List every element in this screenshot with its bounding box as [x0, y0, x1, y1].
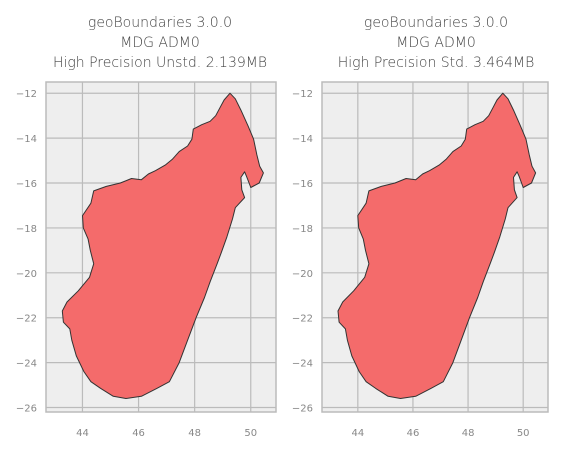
x-tick-label: 44 [351, 428, 364, 439]
y-axis-ticks: −12 −14 −16 −18 −20 −22 −24 −26 [292, 89, 313, 414]
y-tick-label: −22 [292, 314, 313, 325]
y-tick-label: −16 [292, 179, 313, 190]
madagascar-boundary-shape [61, 92, 264, 399]
x-tick-label: 50 [517, 428, 530, 439]
y-tick-label: −12 [292, 89, 313, 100]
x-tick-label: 48 [188, 428, 201, 439]
panel-title-line-2: MDG ADM0 [120, 35, 200, 51]
panel-title-line-1: geoBoundaries 3.0.0 [88, 15, 232, 31]
panel-right: geoBoundaries 3.0.0 MDG ADM0 High Precis… [292, 15, 549, 439]
panel-title-line-2: MDG ADM0 [396, 35, 476, 51]
x-tick-label: 48 [462, 428, 475, 439]
x-axis-ticks: 44 46 48 50 [351, 428, 529, 439]
y-tick-label: −14 [292, 134, 313, 145]
y-tick-label: −26 [292, 404, 313, 415]
x-tick-label: 50 [244, 428, 257, 439]
y-tick-label: −22 [16, 314, 37, 325]
madagascar-boundary-shape [337, 92, 537, 399]
x-tick-label: 46 [132, 428, 145, 439]
y-tick-label: −18 [16, 224, 37, 235]
y-tick-label: −26 [16, 404, 37, 415]
y-axis-ticks: −12 −14 −16 −18 −20 −22 −24 −26 [16, 89, 37, 414]
x-axis-ticks: 44 46 48 50 [76, 428, 257, 439]
y-tick-label: −12 [16, 89, 37, 100]
panel-left: geoBoundaries 3.0.0 MDG ADM0 High Precis… [16, 15, 277, 439]
y-tick-label: −20 [16, 269, 37, 280]
y-tick-label: −14 [16, 134, 37, 145]
x-tick-label: 44 [76, 428, 89, 439]
x-tick-label: 46 [407, 428, 420, 439]
y-tick-label: −18 [292, 224, 313, 235]
y-tick-label: −24 [16, 359, 37, 370]
panel-title-line-3: High Precision Std. 3.464MB [338, 55, 535, 71]
plot-border [45, 81, 277, 413]
panel-title-line-3: High Precision Unstd. 2.139MB [53, 55, 267, 71]
y-tick-label: −16 [16, 179, 37, 190]
panel-title-line-1: geoBoundaries 3.0.0 [364, 15, 508, 31]
y-tick-label: −24 [292, 359, 313, 370]
plot-border [321, 81, 549, 413]
y-tick-label: −20 [292, 269, 313, 280]
